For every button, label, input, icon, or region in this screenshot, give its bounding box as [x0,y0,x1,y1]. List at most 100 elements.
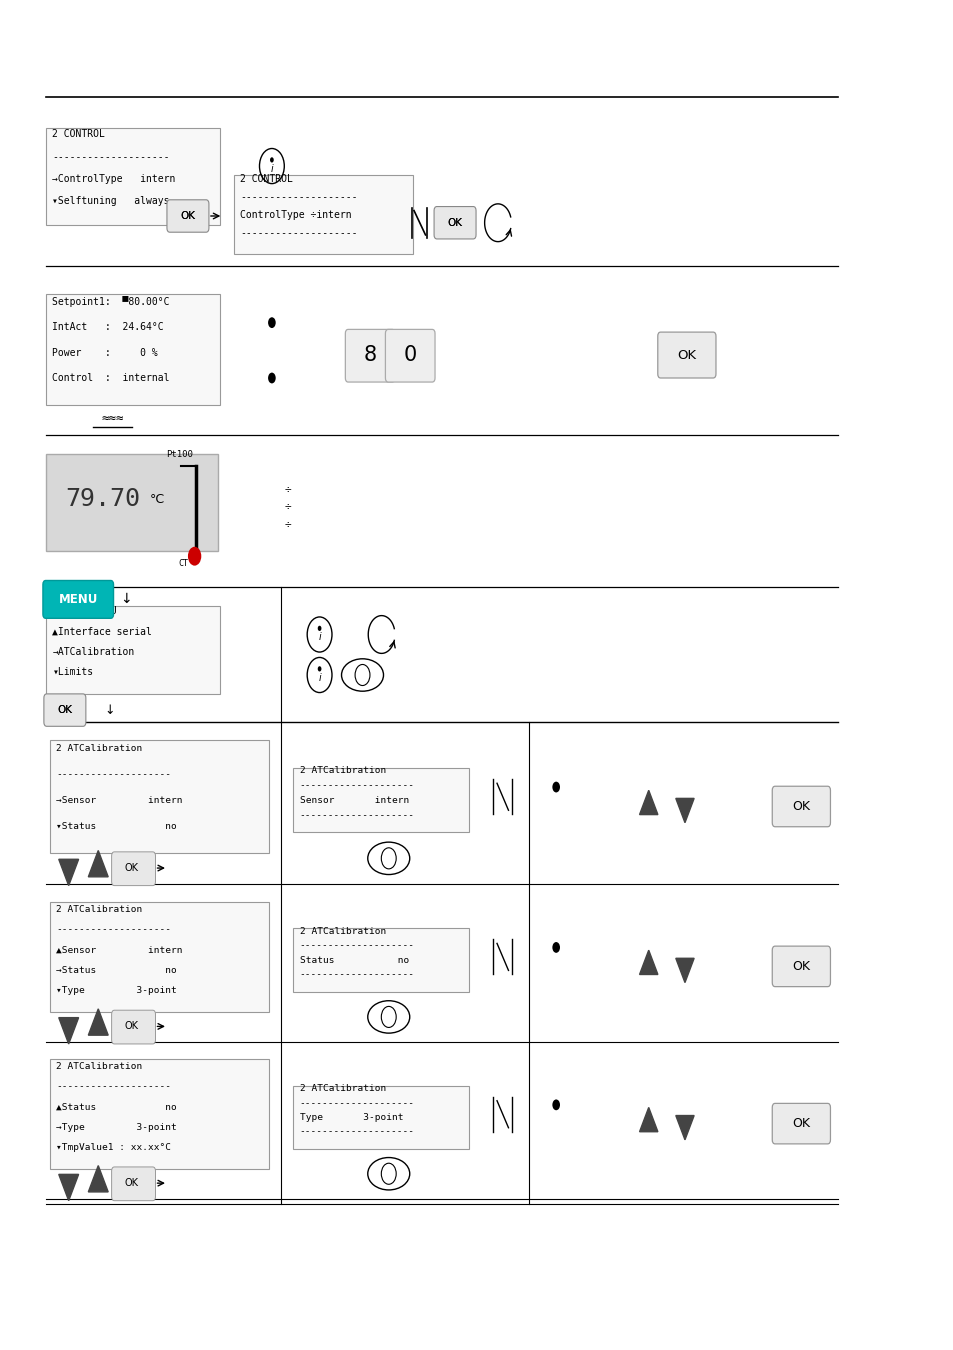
Circle shape [188,547,201,566]
FancyBboxPatch shape [657,332,715,378]
Polygon shape [639,790,658,814]
Text: 2 ATCalibration: 2 ATCalibration [299,926,385,936]
FancyBboxPatch shape [434,207,476,239]
Text: MENU: MENU [58,593,98,606]
Text: OK: OK [57,705,72,716]
Circle shape [552,782,559,792]
Text: ▲Status            no: ▲Status no [56,1103,177,1111]
Text: OK: OK [125,863,138,873]
FancyBboxPatch shape [43,580,113,618]
Text: OK: OK [792,801,809,813]
Text: OK: OK [677,348,696,362]
Text: OK: OK [447,217,462,228]
FancyBboxPatch shape [772,946,829,987]
Text: ▲Sensor         intern: ▲Sensor intern [56,945,183,954]
FancyBboxPatch shape [112,852,155,886]
Text: --------------------: -------------------- [299,1127,415,1137]
Polygon shape [89,1165,108,1192]
Text: 0: 0 [403,346,416,365]
FancyBboxPatch shape [112,1166,155,1200]
Text: →Type         3-point: →Type 3-point [56,1123,177,1131]
Text: --------------------: -------------------- [56,925,172,934]
Text: 1 MAIN MENU: 1 MAIN MENU [52,606,117,616]
Text: --------------------: -------------------- [240,193,357,202]
Text: ▾Status            no: ▾Status no [56,822,177,832]
Text: ▾Type         3-point: ▾Type 3-point [56,986,177,995]
Bar [50,902,269,1012]
Circle shape [317,666,321,671]
Text: →ControlType   intern: →ControlType intern [52,174,175,184]
Text: i: i [271,163,273,174]
Polygon shape [59,1018,78,1044]
Circle shape [552,1099,559,1110]
Circle shape [317,625,321,630]
Polygon shape [89,1008,108,1035]
Bar [50,1060,269,1169]
FancyBboxPatch shape [772,1103,829,1143]
Text: →ATCalibration: →ATCalibration [52,647,134,656]
Text: Sensor       intern: Sensor intern [299,796,409,805]
Polygon shape [59,860,78,886]
Polygon shape [675,958,694,983]
Text: i: i [318,632,320,643]
Bar [46,294,220,405]
Polygon shape [675,798,694,822]
Text: 79.70: 79.70 [66,487,140,512]
Bar [293,768,469,833]
Text: 2 CONTROL: 2 CONTROL [52,130,105,139]
Text: ≈≈≈: ≈≈≈ [101,412,124,425]
Bar [293,929,469,992]
Text: OK: OK [792,1118,809,1130]
Text: Type       3-point: Type 3-point [299,1112,402,1122]
Text: OK: OK [57,705,72,716]
Text: ÷: ÷ [284,518,292,529]
Text: ↓: ↓ [104,703,115,717]
Text: OK: OK [180,211,195,221]
Text: Control  :  internal: Control : internal [52,374,170,383]
Text: ÷: ÷ [284,483,292,494]
Text: ▲Interface serial: ▲Interface serial [52,626,152,636]
FancyBboxPatch shape [345,329,395,382]
Polygon shape [639,950,658,975]
Bar [46,454,217,551]
Text: i: i [318,672,320,683]
FancyBboxPatch shape [772,786,829,826]
Text: Status           no: Status no [299,956,409,965]
Bar [293,1085,469,1149]
Text: CT: CT [178,559,188,568]
Text: --------------------: -------------------- [299,941,415,950]
Text: Pt100: Pt100 [166,450,193,459]
Text: →Status            no: →Status no [56,965,177,975]
Text: ▾TmpValue1 : xx.xx°C: ▾TmpValue1 : xx.xx°C [56,1143,172,1152]
Circle shape [268,373,275,383]
Polygon shape [59,1174,78,1200]
Text: OK: OK [447,217,462,228]
Circle shape [270,158,274,162]
Text: ControlType ÷intern: ControlType ÷intern [240,211,352,220]
Polygon shape [675,1115,694,1139]
Circle shape [268,317,275,328]
Text: --------------------: -------------------- [299,811,415,819]
Bar [46,606,220,694]
FancyBboxPatch shape [167,200,209,232]
Bar [46,128,220,225]
Text: ↓: ↓ [120,593,132,606]
Text: ÷: ÷ [284,501,292,512]
Text: OK: OK [180,211,195,221]
Text: Power    :     0 %: Power : 0 % [52,348,158,358]
Text: --------------------: -------------------- [52,151,170,162]
Text: --------------------: -------------------- [299,780,415,790]
Text: --------------------: -------------------- [299,1099,415,1107]
Text: 2 ATCalibration: 2 ATCalibration [299,1084,385,1094]
Text: Setpoint1:  ▀80.00°C: Setpoint1: ▀80.00°C [52,296,170,306]
Text: ▾Selftuning   always: ▾Selftuning always [52,197,170,207]
Circle shape [552,942,559,953]
Polygon shape [639,1107,658,1131]
Polygon shape [89,850,108,878]
Text: OK: OK [792,960,809,973]
Text: ▾Limits: ▾Limits [52,667,93,676]
Text: --------------------: -------------------- [56,1083,172,1091]
Text: OK: OK [125,1022,138,1031]
Text: 2 ATCalibration: 2 ATCalibration [56,744,142,753]
Text: 2 CONTROL: 2 CONTROL [240,174,293,185]
